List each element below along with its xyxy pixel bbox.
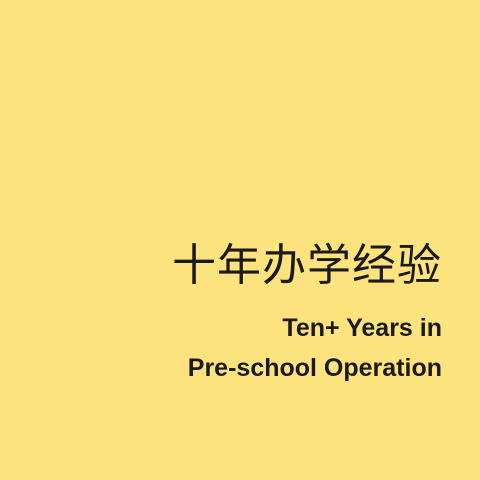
subline-english-1: Ten+ Years in	[282, 314, 442, 342]
headline-chinese: 十年办学经验	[172, 240, 442, 291]
tile-text-block: 十年办学经验 Ten+ Years in Pre-school Operatio…	[22, 238, 442, 388]
subline-english-2: Pre-school Operation	[187, 354, 442, 382]
